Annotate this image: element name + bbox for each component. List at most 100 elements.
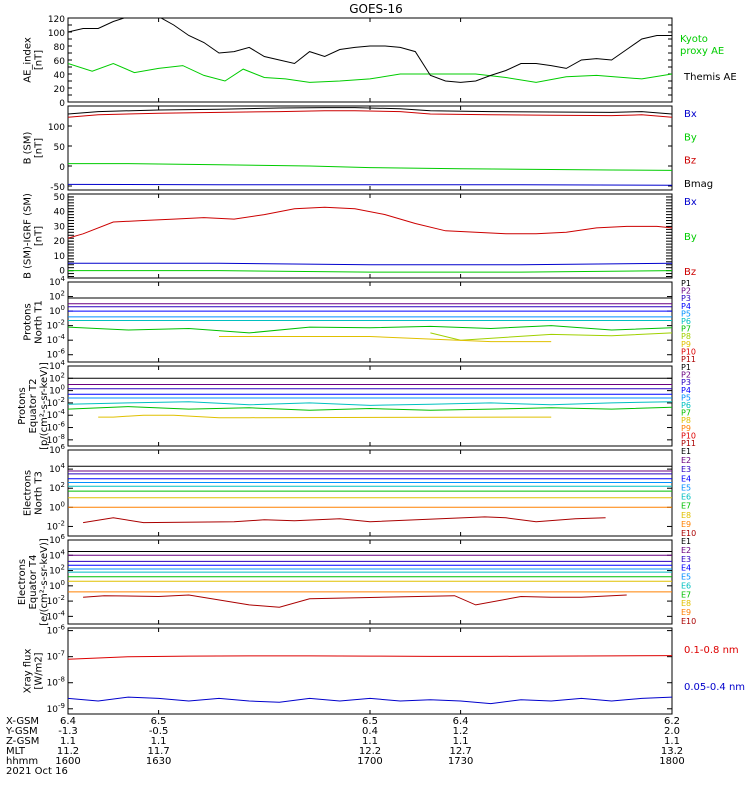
y-tick-label: 102 <box>49 564 65 577</box>
legend-item: P10 <box>681 431 696 440</box>
panel-5: 10410210010-210-410-610-8ProtonsEquator … <box>17 359 696 450</box>
legend-item: P6 <box>681 401 691 410</box>
legend-item: P4 <box>681 302 691 311</box>
x-axis-value: 1600 <box>55 756 80 767</box>
legend-item: By <box>684 132 697 143</box>
x-axis-value: 12.2 <box>359 746 381 757</box>
y-tick-label: 100 <box>49 500 65 513</box>
legend-item: P8 <box>681 416 691 425</box>
x-axis-value: 1.1 <box>664 736 680 747</box>
legend-item: P4 <box>681 386 691 395</box>
y-tick-label: 104 <box>49 548 65 561</box>
x-axis-value: 1.1 <box>453 736 469 747</box>
y-tick-label: 100 <box>49 384 65 397</box>
legend-item: E3 <box>681 465 691 474</box>
legend-item: Bz <box>684 267 696 278</box>
legend-item: E3 <box>681 555 691 564</box>
legend-item: E1 <box>681 537 691 546</box>
legend-item: P11 <box>681 355 696 364</box>
x-axis-value: 1.2 <box>453 726 469 737</box>
legend-item: P1 <box>681 363 691 372</box>
x-axis-row-label: 2021 Oct 16 <box>6 766 68 777</box>
y-tick-label: 10-4 <box>47 609 66 622</box>
y-axis-label: Xray flux[W/m2] <box>23 649 45 694</box>
x-axis-value: 12.7 <box>449 746 471 757</box>
x-axis-row-label: Z-GSM <box>6 736 39 747</box>
y-tick-label: 30 <box>54 222 66 232</box>
y-tick-label: 10-4 <box>47 408 66 421</box>
legend-item: E4 <box>681 564 691 573</box>
y-tick-label: 10-2 <box>47 519 65 532</box>
x-axis-value: 6.2 <box>664 716 680 727</box>
y-axis-label: ElectronsEquator T4[e/(cm²-s-sr-keV)] <box>17 538 50 626</box>
legend-item: Bz <box>684 156 696 167</box>
y-tick-label: 104 <box>49 275 65 288</box>
series-line-bx <box>68 262 672 266</box>
x-axis-value: 6.5 <box>151 716 167 727</box>
y-tick-label: 10-6 <box>47 421 66 434</box>
y-tick-label: 10-6 <box>47 624 66 637</box>
y-tick-label: 102 <box>49 290 65 303</box>
panel-3: 0 10 20 30 40 50 B (SM)-IGRF (SM)[nT] Bx By Bz <box>23 193 697 279</box>
panel-frame <box>67 627 673 715</box>
panel-frame <box>67 449 673 537</box>
y-tick-label: 50 <box>54 143 66 153</box>
legend-item: E8 <box>681 511 691 520</box>
legend-item: P8 <box>681 332 691 341</box>
legend-item: 0.1-0.8 nm <box>684 645 739 656</box>
y-tick-label: 10-4 <box>47 333 66 346</box>
x-axis-value: 11.2 <box>57 746 79 757</box>
legend-item: 0.05-0.4 nm <box>684 682 745 693</box>
x-axis-value: 1.1 <box>151 736 167 747</box>
x-axis-value: 1.1 <box>362 736 378 747</box>
legend-item: E8 <box>681 599 691 608</box>
x-axis-value: -0.5 <box>149 726 169 737</box>
legend-item: E5 <box>681 573 691 582</box>
legend-item: E9 <box>681 608 691 617</box>
x-axis-value: 1.1 <box>60 736 76 747</box>
panel-frame <box>67 281 673 363</box>
y-tick-label: 100 <box>48 29 65 39</box>
legend-item: P3 <box>681 378 691 387</box>
legend-item: E2 <box>681 546 691 555</box>
legend-item: E2 <box>681 456 691 465</box>
series-line-p8 <box>98 414 552 419</box>
y-tick-label: 10 <box>54 252 66 262</box>
series-line-kyoto-proxy-ae <box>68 62 672 83</box>
x-axis-row-label: X-GSM <box>6 716 39 727</box>
legend-item: P5 <box>681 309 691 318</box>
legend-item: P2 <box>681 371 691 380</box>
legend-kyoto: Kyoto proxy AE <box>680 34 724 57</box>
legend-item: E7 <box>681 502 691 511</box>
series-line-bmag <box>68 107 672 115</box>
y-tick-label: 10-2 <box>47 319 65 332</box>
y-axis-label: B (SM)[nT] <box>23 131 45 164</box>
legend-item: E10 <box>681 529 696 538</box>
legend-item: E1 <box>681 447 691 456</box>
x-axis-value: 2.0 <box>664 726 680 737</box>
legend-item: Bx <box>684 109 697 120</box>
legend-item: E10 <box>681 617 696 626</box>
legend-item: P11 <box>681 439 696 448</box>
legend-item: E5 <box>681 483 691 492</box>
legend-item: E9 <box>681 520 691 529</box>
y-tick-label: 106 <box>49 443 65 456</box>
series-line-bz <box>68 110 672 118</box>
series-line-themis-ae <box>68 18 672 83</box>
x-axis-value: 6.4 <box>453 716 469 727</box>
legend-item: P1 <box>681 279 691 288</box>
legend-item: P9 <box>681 340 691 349</box>
legend-themis: Themis AE <box>683 72 737 83</box>
x-axis-value: 1630 <box>146 756 171 767</box>
y-tick-label: 10-8 <box>47 433 65 446</box>
legend-item: E6 <box>681 581 691 590</box>
x-axis-value: 6.4 <box>60 716 76 727</box>
x-axis-row-label: Y-GSM <box>5 726 38 737</box>
y-axis-label: ElectronsNorth T3 <box>23 470 45 516</box>
